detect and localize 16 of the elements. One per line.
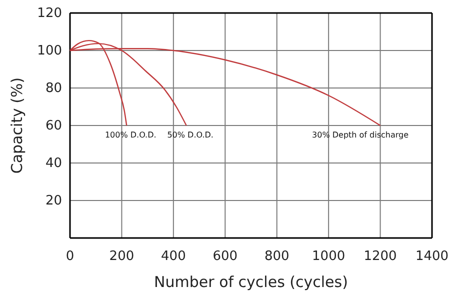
y-tick-label: 60 (45, 118, 62, 134)
x-axis-title: Number of cycles (cycles) (154, 273, 348, 291)
y-axis-title: Capacity (%) (8, 77, 26, 174)
y-tick-label: 100 (37, 44, 62, 59)
x-tick-label: 200 (109, 249, 134, 264)
y-tick-label: 20 (45, 194, 62, 209)
x-tick-label: 400 (161, 249, 186, 264)
y-tick-label: 40 (45, 156, 62, 172)
x-tick-label: 1400 (415, 249, 449, 264)
x-tick-label: 1000 (312, 249, 346, 264)
x-tick-label: 1200 (364, 249, 397, 264)
y-tick-label: 120 (37, 6, 62, 22)
y-tick-label: 80 (45, 81, 62, 96)
x-tick-label: 600 (212, 249, 238, 264)
x-tick-label: 800 (264, 249, 290, 264)
x-tick-label: 0 (66, 249, 74, 264)
